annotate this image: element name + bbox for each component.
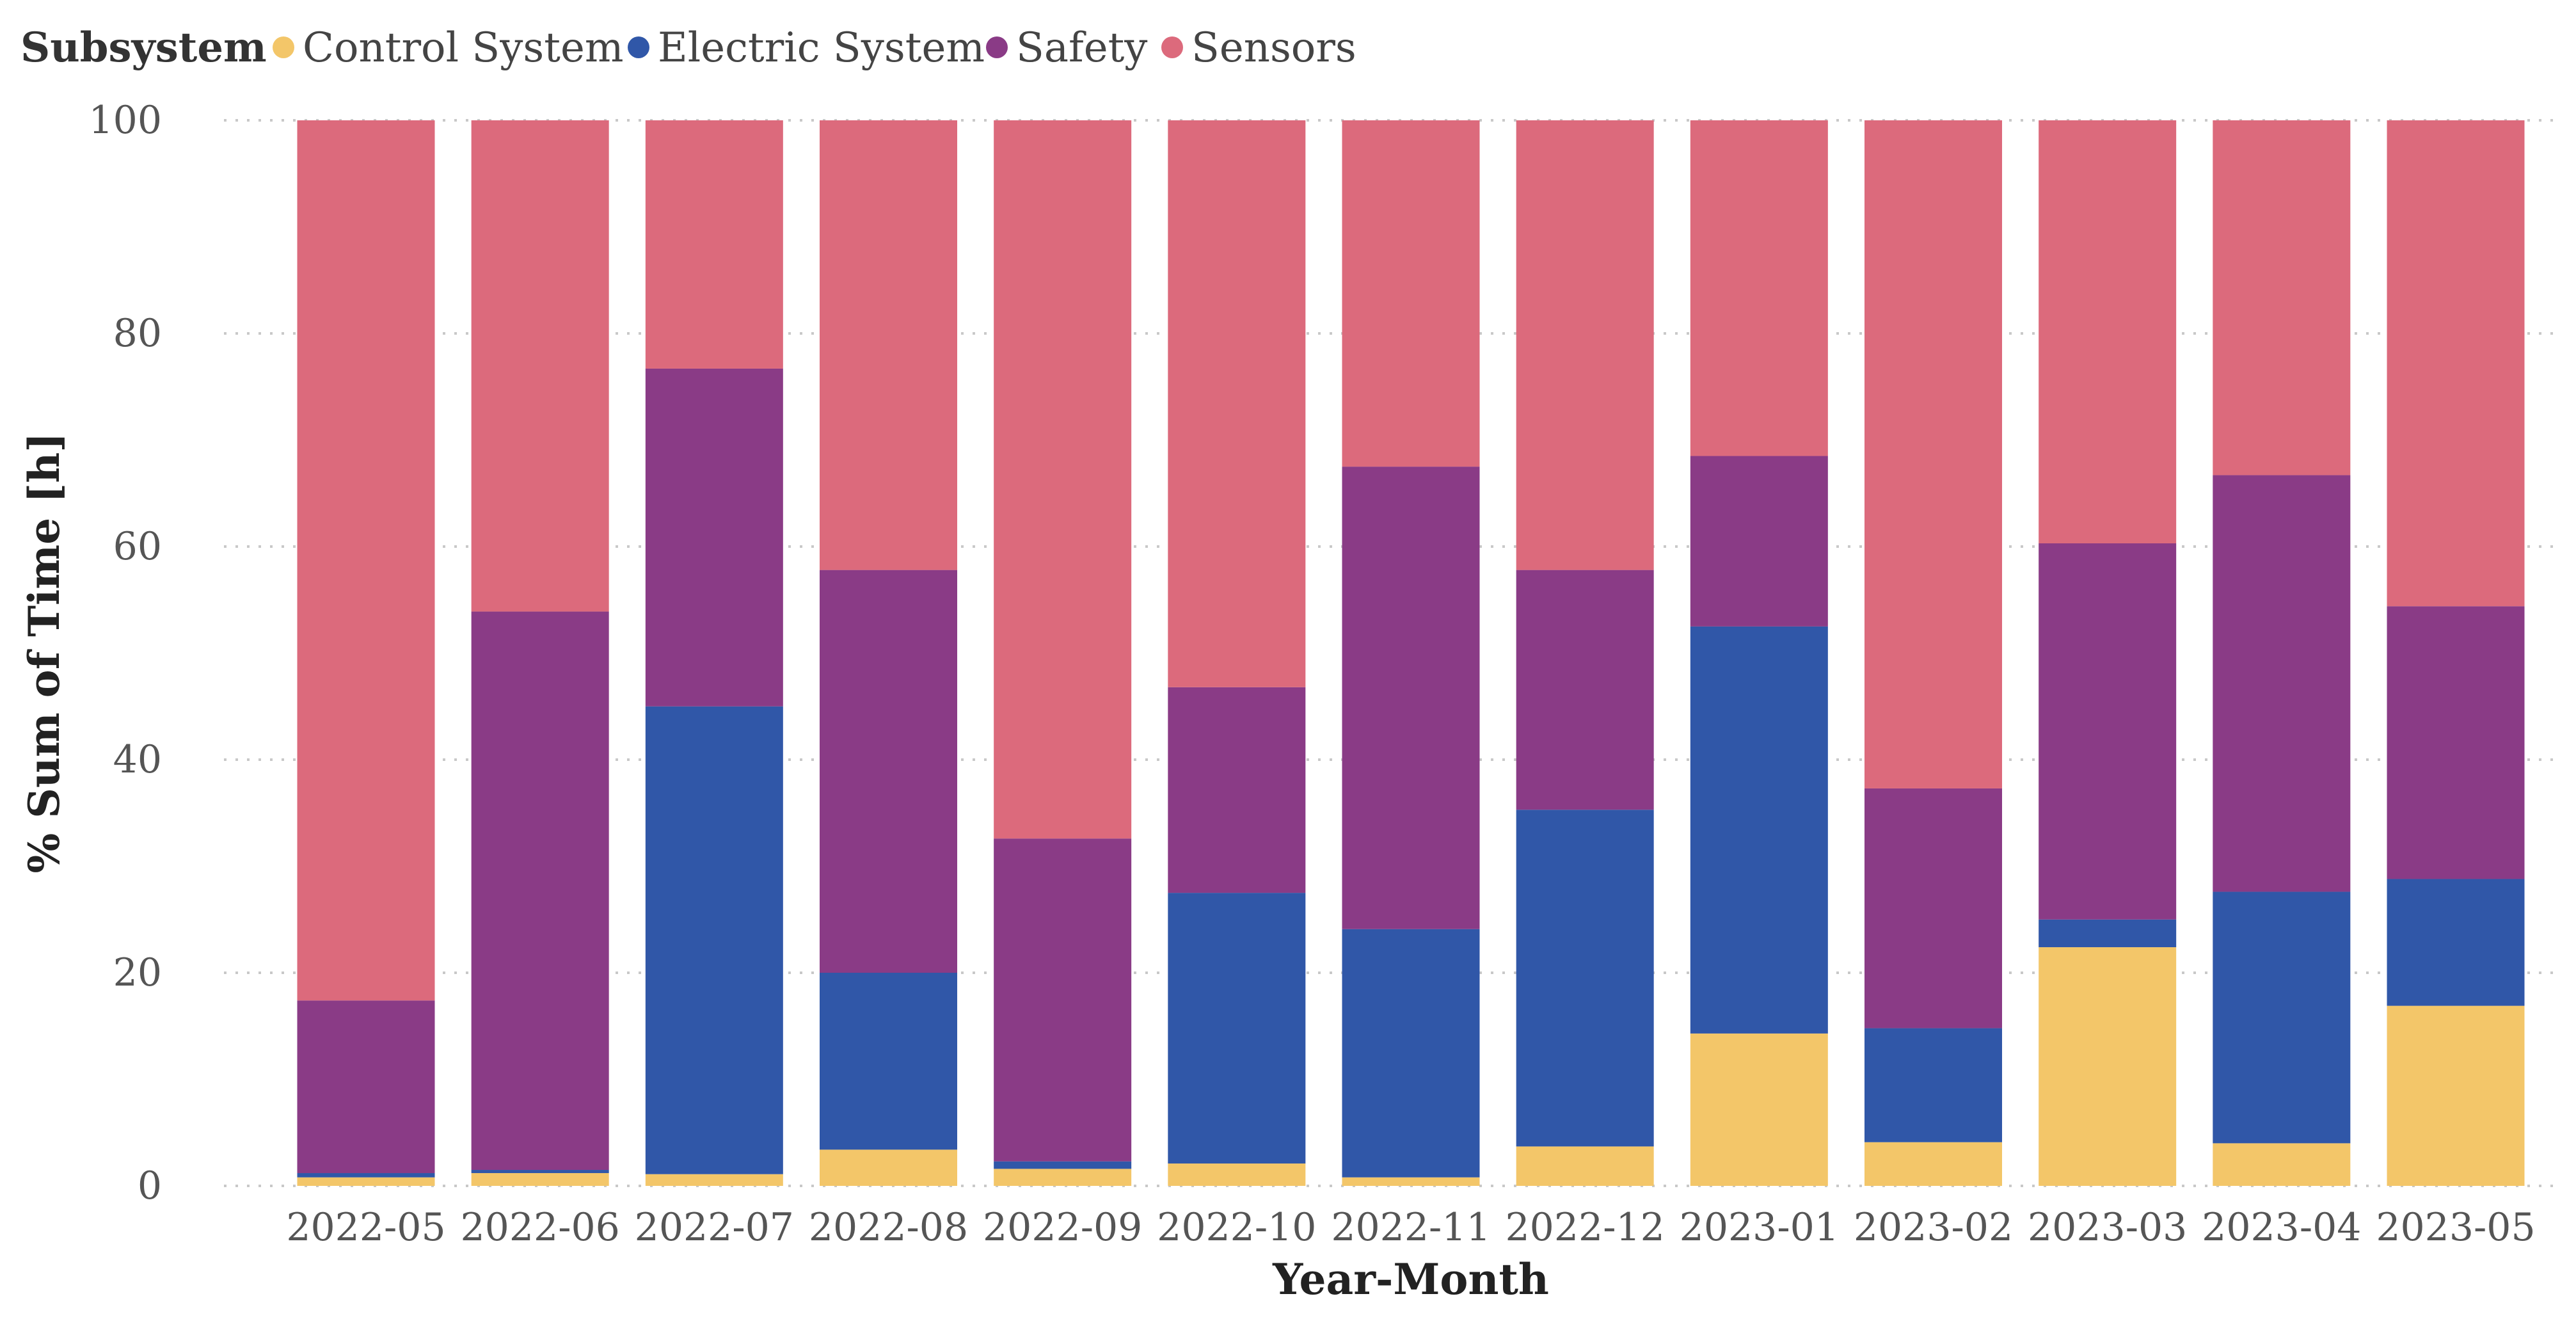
bar-segment	[2387, 1005, 2525, 1186]
x-tick-label: 2022-11	[1331, 1205, 1490, 1250]
x-axis-ticks: 2022-05 2022-06 2022-07 2022-08 2022-09 2022-…	[286, 1205, 2535, 1250]
bar-segment	[1516, 570, 1654, 810]
bar-segment	[2213, 120, 2351, 476]
bar-segment	[1342, 120, 1480, 467]
bar-segment	[2213, 475, 2351, 892]
bar-segment	[1690, 626, 1828, 1034]
bar-segment	[1864, 788, 2002, 1028]
bar-segment	[994, 1169, 1132, 1186]
legend-label: Sensors	[1191, 24, 1356, 72]
x-axis-title: Year-Month	[1272, 1254, 1549, 1304]
bar-segment	[1864, 1028, 2002, 1142]
bar-segment	[1168, 120, 1306, 687]
bar-segment	[645, 1174, 783, 1186]
bar-segment	[1690, 120, 1828, 456]
bar-segment	[994, 1161, 1132, 1169]
bar-segment	[297, 120, 435, 1001]
bar-segment	[994, 120, 1132, 839]
bar-segment	[820, 1149, 957, 1186]
x-tick-label: 2022-05	[286, 1205, 445, 1250]
y-tick-label: 0	[138, 1163, 162, 1208]
legend-label: Safety	[1016, 24, 1147, 72]
bar-segment	[645, 706, 783, 1174]
x-tick-label: 2022-09	[983, 1205, 1142, 1250]
bar-segment	[2213, 1143, 2351, 1186]
bar-segment	[1168, 893, 1306, 1164]
y-tick-label: 60	[113, 524, 162, 569]
bar-segment	[2387, 879, 2525, 1006]
legend: Subsystem Control System Electric System S…	[20, 24, 1356, 72]
bar-segment	[2213, 891, 2351, 1144]
bar-segment	[297, 1173, 435, 1178]
y-tick-label: 80	[113, 311, 162, 356]
bar-segment	[1516, 810, 1654, 1147]
bar-segment	[2387, 120, 2525, 607]
bar-segment	[1168, 1163, 1306, 1186]
bar-segment	[2387, 606, 2525, 879]
bar-segment	[2039, 543, 2177, 920]
bars	[297, 120, 2525, 1186]
legend-marker	[986, 36, 1008, 58]
bar-segment	[297, 1177, 435, 1186]
bar-segment	[1690, 1033, 1828, 1186]
x-tick-label: 2022-07	[635, 1205, 794, 1250]
x-tick-label: 2022-10	[1157, 1205, 1316, 1250]
x-tick-label: 2023-05	[2376, 1205, 2535, 1250]
legend-marker	[1161, 36, 1183, 58]
legend-marker	[273, 36, 294, 58]
legend-marker	[628, 36, 649, 58]
bar-segment	[1342, 929, 1480, 1178]
bar-segment	[1342, 467, 1480, 929]
bar-segment	[2039, 919, 2177, 948]
bar-segment	[2039, 120, 2177, 544]
bar-segment	[645, 120, 783, 369]
bar-segment	[1516, 1146, 1654, 1186]
bar-segment	[1342, 1177, 1480, 1186]
y-tick-label: 20	[113, 950, 162, 995]
bar-segment	[645, 368, 783, 707]
legend-label: Electric System	[658, 24, 985, 72]
x-tick-label: 2023-03	[2028, 1205, 2187, 1250]
bar-segment	[2039, 947, 2177, 1186]
legend-title: Subsystem	[20, 24, 267, 72]
bar-segment	[471, 1173, 609, 1186]
x-tick-label: 2022-06	[461, 1205, 620, 1250]
bar-segment	[820, 120, 957, 570]
bar-segment	[820, 570, 957, 973]
bar-segment	[471, 1170, 609, 1174]
x-tick-label: 2022-08	[809, 1205, 968, 1250]
x-tick-label: 2023-04	[2202, 1205, 2361, 1250]
y-axis-title: % Sum of Time [h]	[19, 433, 69, 874]
x-tick-label: 2023-02	[1854, 1205, 2013, 1250]
bar-segment	[1864, 1142, 2002, 1186]
bar-segment	[471, 120, 609, 612]
bar-segment	[1690, 456, 1828, 627]
bar-segment	[994, 838, 1132, 1162]
y-axis-ticks: 0 20 40 60 80 100	[88, 98, 162, 1208]
legend-label: Control System	[303, 24, 624, 72]
bar-segment	[297, 1000, 435, 1174]
bar-segment	[1168, 687, 1306, 893]
bar-segment	[471, 611, 609, 1171]
y-tick-label: 100	[88, 98, 162, 143]
x-tick-label: 2023-01	[1680, 1205, 1839, 1250]
x-tick-label: 2022-12	[1506, 1205, 1665, 1250]
legend-items: Control System Electric System Safety Senso…	[273, 24, 1356, 72]
y-tick-label: 40	[113, 737, 162, 782]
bar-segment	[1516, 120, 1654, 570]
bar-segment	[820, 973, 957, 1150]
bar-segment	[1864, 120, 2002, 788]
